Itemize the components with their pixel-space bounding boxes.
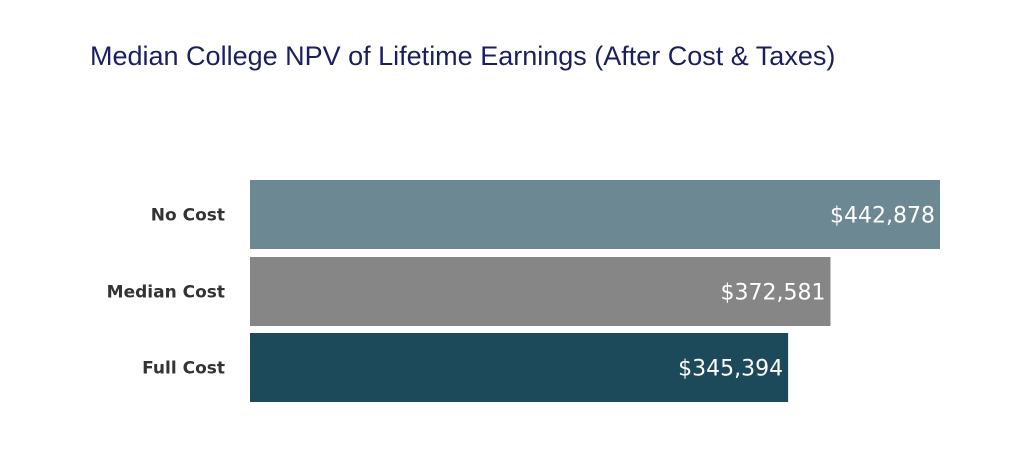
bar-full-cost: [250, 333, 789, 402]
data-label: $442,878: [830, 204, 935, 229]
data-label: $372,581: [720, 281, 825, 306]
bar-no-cost: [250, 180, 940, 249]
category-label: Median Cost: [107, 283, 225, 303]
bar-median-cost: [250, 257, 831, 326]
chart-title: Median College NPV of Lifetime Earnings …: [90, 41, 836, 71]
category-label: Full Cost: [142, 359, 225, 379]
data-label: $345,394: [678, 357, 783, 382]
category-label: No Cost: [151, 206, 225, 226]
